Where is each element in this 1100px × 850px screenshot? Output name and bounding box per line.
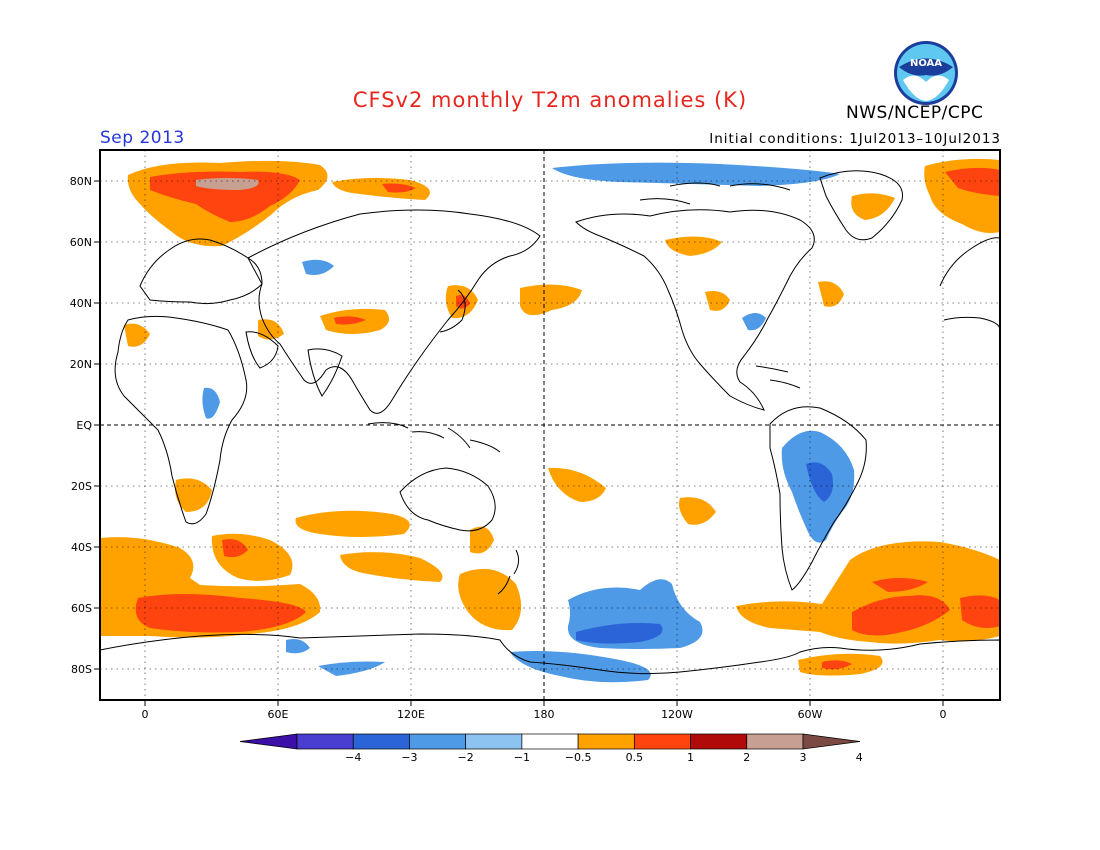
- colorbar-tick-label: −3: [401, 751, 417, 764]
- warm-region-south-pacific: [548, 467, 606, 502]
- warm-region-south-indian: [340, 552, 443, 582]
- colorbar-tick-label: 3: [800, 751, 807, 764]
- warm-region-arabia: [258, 319, 284, 340]
- axis-labels: 0 60E 120E 180 120W 60W 0 80N 60N 40N 20N EQ 20S 40S 6…: [70, 175, 947, 721]
- colorbar-swatch: [633, 733, 691, 750]
- warm-core-southern-ocean-east: [852, 595, 950, 636]
- coastline-north-america: [575, 209, 815, 411]
- lat-tick-label: EQ: [76, 419, 92, 432]
- coastline-caribbean: [755, 365, 801, 389]
- warm-core-south-atlantic: [872, 578, 928, 592]
- warm-core-greenland: [945, 167, 1000, 196]
- cool-core-south-america: [806, 462, 833, 502]
- warm-core-antarctic-peninsula: [822, 660, 852, 670]
- noaa-logo-text: NOAA: [910, 58, 942, 69]
- lon-tick-label: 120W: [661, 708, 693, 721]
- cool-region-arctic-pacific: [552, 162, 840, 186]
- agency-label: NWS/NCEP/CPC: [846, 103, 984, 123]
- warm-region-atlantic: [818, 281, 844, 307]
- coastline-new-zealand: [497, 549, 520, 595]
- warm-region-greenland-east: [851, 193, 895, 220]
- lon-tick-label: 60E: [268, 708, 289, 721]
- colorbar-arrow-high: [802, 733, 861, 750]
- colorbar-swatch: [465, 733, 523, 750]
- colorbar-tick-label: 4: [856, 751, 863, 764]
- lat-tick-label: 80S: [71, 663, 92, 676]
- colorbar-tick-label: −1: [514, 751, 530, 764]
- cool-region-east-africa: [202, 387, 220, 419]
- cool-region-antarctic-indian-2: [318, 661, 385, 676]
- lat-tick-label: 20N: [70, 358, 92, 371]
- lat-tick-label: 20S: [71, 480, 92, 493]
- lat-tick-label: 60S: [71, 602, 92, 615]
- warm-region-western-us: [705, 291, 730, 311]
- colorbar-arrow-low: [239, 733, 298, 750]
- lon-tick-label: 0: [940, 708, 947, 721]
- colorbar-tick-label: −4: [345, 751, 361, 764]
- noaa-logo: NOAA: [894, 41, 958, 105]
- cool-region-central-asia: [302, 259, 334, 275]
- warm-core-southern-ocean-south-africa: [222, 539, 248, 558]
- warm-region-indian-ocean: [295, 510, 410, 537]
- coastline-arabia: [245, 331, 279, 369]
- colorbar-swatch: [521, 733, 579, 750]
- coastline-japan: [439, 289, 466, 333]
- coastline-indonesia: [367, 422, 501, 453]
- colorbar-swatch: [409, 733, 467, 750]
- coastline-asia: [247, 209, 541, 414]
- cool-region-east-us: [742, 313, 766, 331]
- coastline-arctic-islands: [639, 182, 791, 205]
- colorbar-swatch: [296, 733, 354, 750]
- chart-title: CFSv2 monthly T2m anomalies (K): [352, 88, 748, 112]
- graticule: [100, 150, 1000, 700]
- cool-core-antarctic-pacific: [576, 623, 663, 644]
- warm-core-arctic-europe: [150, 171, 300, 222]
- colorbar-swatch: [577, 733, 635, 750]
- coastline-south-america: [769, 406, 867, 591]
- color-scale-bar: −4 −3 −2 −1 −0.5 0.5 1 2 3 4: [239, 733, 863, 764]
- coastline-greenland: [819, 170, 904, 241]
- warm-region-australia-south: [470, 526, 494, 554]
- initial-conditions: Initial conditions: 1Jul2013–10Jul2013: [709, 131, 1001, 147]
- warm-core-western-china: [334, 316, 366, 325]
- valid-month: Sep 2013: [100, 128, 185, 148]
- coastline-africa: [114, 315, 248, 525]
- warm-region-north-america: [665, 236, 722, 256]
- colorbar-tick-label: 0.5: [626, 751, 644, 764]
- colorbar-tick-label: 1: [687, 751, 694, 764]
- warm-peak-arctic-europe: [196, 178, 259, 190]
- coastline-europe: [139, 238, 263, 305]
- anomaly-fill-layer: [100, 158, 1000, 683]
- warm-region-south-pacific-east: [679, 497, 716, 525]
- lat-tick-label: 40S: [71, 541, 92, 554]
- lon-tick-label: 0: [142, 708, 149, 721]
- lat-tick-label: 80N: [70, 175, 92, 188]
- coastline-australia: [399, 467, 496, 532]
- warm-core-southern-ocean-west: [135, 594, 306, 633]
- colorbar-swatch: [352, 733, 410, 750]
- cool-region-ross-sea: [510, 651, 651, 683]
- warm-region-iberia: [124, 323, 150, 347]
- coastline-europe-east-repeat: [939, 237, 1000, 331]
- lon-tick-label: 60W: [798, 708, 823, 721]
- lat-tick-label: 60N: [70, 236, 92, 249]
- warm-core-southern-ocean-east-2: [960, 595, 1000, 628]
- warm-region-tasman: [458, 568, 522, 631]
- warm-core-siberia: [382, 183, 416, 193]
- colorbar-swatch: [690, 733, 748, 750]
- colorbar-tick-label: −0.5: [565, 751, 592, 764]
- lon-tick-label: 120E: [397, 708, 425, 721]
- warm-region-north-pacific: [520, 284, 582, 316]
- coastline-india: [307, 348, 343, 397]
- colorbar-tick-label: −2: [458, 751, 474, 764]
- warm-region-southern-africa: [175, 478, 212, 512]
- lon-tick-label: 180: [534, 708, 555, 721]
- colorbar-tick-label: 2: [743, 751, 750, 764]
- lat-tick-label: 40N: [70, 297, 92, 310]
- warm-region-siberia: [332, 177, 430, 200]
- cool-region-antarctic-indian: [286, 639, 310, 654]
- colorbar-swatch: [746, 733, 804, 750]
